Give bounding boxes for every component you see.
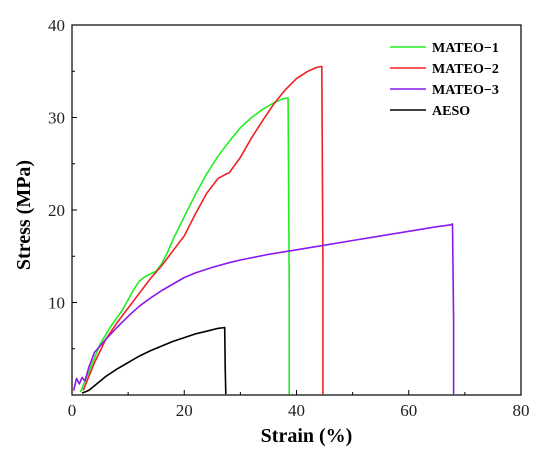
series-line-3 [72, 223, 455, 395]
y-axis-title: Stress (MPa) [13, 160, 35, 270]
y-axis: 10 20 30 40 [48, 16, 77, 350]
series-line-1 [79, 97, 291, 395]
x-tick-label: 60 [400, 401, 417, 420]
series-line-4 [81, 326, 227, 395]
x-tick-label: 40 [288, 401, 305, 420]
x-axis: 0 20 40 60 80 [68, 390, 530, 420]
series-line-2 [82, 65, 324, 395]
legend-label: MATEO−3 [432, 83, 499, 98]
legend-label: MATEO−1 [432, 41, 499, 56]
x-tick-label: 0 [68, 401, 77, 420]
legend: MATEO−1 MATEO−2 MATEO−3 AESO [390, 41, 499, 119]
y-tick-label: 20 [48, 201, 65, 220]
legend-label: MATEO−2 [432, 62, 499, 77]
x-tick-label: 80 [513, 401, 530, 420]
x-axis-title: Strain (%) [261, 425, 353, 447]
y-tick-label: 40 [48, 16, 65, 35]
legend-label: AESO [432, 104, 470, 119]
plot-series [72, 65, 455, 395]
y-tick-label: 10 [48, 294, 65, 313]
x-tick-label: 20 [176, 401, 193, 420]
y-tick-label: 30 [48, 109, 65, 128]
